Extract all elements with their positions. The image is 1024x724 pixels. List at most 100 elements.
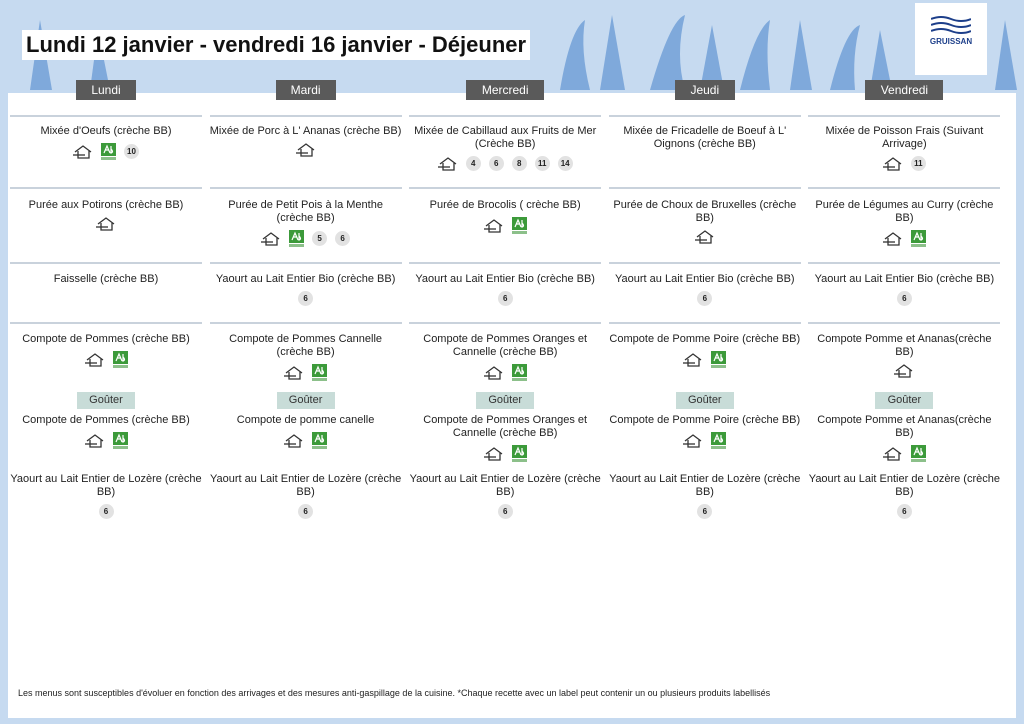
homemade-icon [284, 365, 303, 380]
menu-item: Mixée de Fricadelle de Boeuf à L' Oignon… [609, 125, 801, 156]
menu-item: Mixée de Cabillaud aux Fruits de Mer (Cr… [409, 125, 601, 171]
separator [808, 262, 1001, 264]
homemade-icon [284, 433, 303, 448]
organic-icon [312, 364, 328, 381]
homemade-icon [882, 446, 902, 461]
menu-item: Compote Pomme et Ananas(crèche BB) [808, 414, 1000, 462]
dish-labels [409, 445, 601, 462]
separator [209, 187, 402, 189]
dish-labels [10, 217, 202, 231]
dish-name: Mixée de Poisson Frais (Suivant Arrivage… [825, 125, 984, 150]
menu-item: Purée de Brocolis ( crèche BB) [409, 199, 601, 234]
separator [409, 262, 602, 264]
homemade-icon [694, 230, 714, 244]
homemade-icon [261, 231, 280, 246]
dish-name: Yaourt au Lait Entier Bio (crèche BB) [814, 273, 995, 285]
separator [608, 115, 801, 117]
menu-item: Purée de Petit Pois à la Menthe (crèche … [210, 199, 402, 247]
separator [10, 187, 202, 189]
separator [808, 322, 1001, 324]
dish-name: Purée aux Potirons (crèche BB) [28, 199, 184, 211]
separator [608, 262, 801, 264]
separator [808, 115, 1001, 117]
homemade-icon [295, 143, 314, 157]
menu-item: Yaourt au Lait Entier Bio (crèche BB) 6 [210, 273, 402, 306]
day-header: Lundi [76, 80, 136, 100]
dish-name: Yaourt au Lait Entier Bio (crèche BB) [415, 273, 595, 285]
dish-name: Compote de Pommes Oranges et Cannelle (c… [423, 333, 588, 358]
separator [10, 322, 202, 324]
menu-item: Yaourt au Lait Entier de Lozère (crèche … [10, 473, 202, 519]
day-header: Vendredi [865, 80, 944, 100]
dish-labels: 6 [808, 504, 1000, 519]
dish-labels [808, 230, 1000, 247]
dish-labels [210, 432, 402, 449]
separator [409, 187, 602, 189]
logo: GRUISSAN [915, 3, 987, 75]
organic-icon [711, 351, 727, 368]
separator [409, 115, 602, 117]
organic-icon [511, 364, 527, 381]
menu-item: Compote de Pomme Poire (crèche BB) [609, 414, 801, 449]
allergen: 6 [896, 291, 912, 306]
separator [209, 115, 402, 117]
menu-item: Compote de Pommes Oranges et Cannelle (c… [409, 333, 601, 381]
dish-labels: 6 [210, 291, 402, 306]
title: Lundi 12 janvier - vendredi 16 janvier -… [22, 30, 531, 60]
organic-icon [289, 230, 305, 247]
allergen: 10 [124, 144, 139, 159]
day-header: Mercredi [466, 80, 545, 100]
dish-name: Yaourt au Lait Entier Bio (crèche BB) [215, 273, 396, 285]
dish-labels: 6 [10, 504, 202, 519]
homemade-icon [882, 156, 902, 171]
menu-item: Purée de Choux de Bruxelles (crèche BB) [609, 199, 801, 244]
dish-labels: 6 [210, 504, 402, 519]
allergen: 6 [896, 504, 912, 519]
organic-icon [112, 432, 128, 449]
dish-labels [409, 364, 601, 381]
homemade-icon [437, 156, 457, 171]
homemade-icon [96, 217, 115, 231]
dish-name: Compote Pomme et Ananas(crèche BB) [817, 333, 992, 358]
day-header: Mardi [275, 80, 336, 100]
homemade-icon [683, 433, 702, 448]
menu-item: Yaourt au Lait Entier de Lozère (crèche … [409, 473, 601, 519]
dish-name: Compote de pomme canelle [236, 414, 375, 426]
dish-name: Compote de Pommes (crèche BB) [22, 333, 190, 345]
dish-name: Compote Pomme et Ananas(crèche BB) [817, 414, 992, 439]
snack-header: Goûter [675, 392, 734, 409]
dish-name: Compote de Pommes Oranges et Cannelle (c… [423, 414, 588, 439]
dish-labels [210, 143, 402, 157]
logo-waves [931, 16, 971, 34]
dish-name: Mixée de Cabillaud aux Fruits de Mer (Cr… [414, 125, 597, 150]
menu-item: Purée aux Potirons (crèche BB) [10, 199, 202, 231]
dish-name: Faisselle (crèche BB) [53, 273, 159, 285]
menu-item: Yaourt au Lait Entier de Lozère (crèche … [808, 473, 1000, 519]
organic-icon [312, 432, 328, 449]
day-header: Jeudi [674, 80, 735, 100]
menu-item: Compote Pomme et Ananas(crèche BB) [808, 333, 1000, 378]
dish-name: Yaourt au Lait Entier de Lozère (crèche … [609, 473, 801, 498]
menu-item: Compote de Pomme Poire (crèche BB) [609, 333, 801, 368]
allergen: 4 [465, 156, 481, 171]
homemade-icon [483, 365, 503, 380]
allergen: 6 [497, 291, 513, 306]
dish-name: Yaourt au Lait Entier Bio (crèche BB) [615, 273, 795, 285]
menu-item: Yaourt au Lait Entier de Lozère (crèche … [210, 473, 402, 519]
homemade-icon [882, 231, 902, 246]
separator [209, 322, 402, 324]
dish-name: Compote de Pommes Cannelle (crèche BB) [229, 333, 383, 358]
homemade-icon [683, 352, 702, 367]
menu-item: Yaourt au Lait Entier Bio (crèche BB) 6 [409, 273, 601, 306]
dish-labels [808, 364, 1000, 378]
menu-item: Yaourt au Lait Entier de Lozère (crèche … [609, 473, 801, 519]
separator [608, 187, 801, 189]
menu-item: Yaourt au Lait Entier Bio (crèche BB) 6 [808, 273, 1000, 306]
menu-item: Mixée d'Oeufs (crèche BB) 10 [10, 125, 202, 160]
dish-labels [409, 217, 601, 234]
dish-name: Yaourt au Lait Entier de Lozère (crèche … [409, 473, 601, 498]
allergen: 6 [488, 156, 504, 171]
homemade-icon [84, 433, 103, 448]
dish-name: Mixée de Porc à L' Ananas (crèche BB) [209, 125, 402, 137]
allergen: 6 [98, 504, 114, 519]
